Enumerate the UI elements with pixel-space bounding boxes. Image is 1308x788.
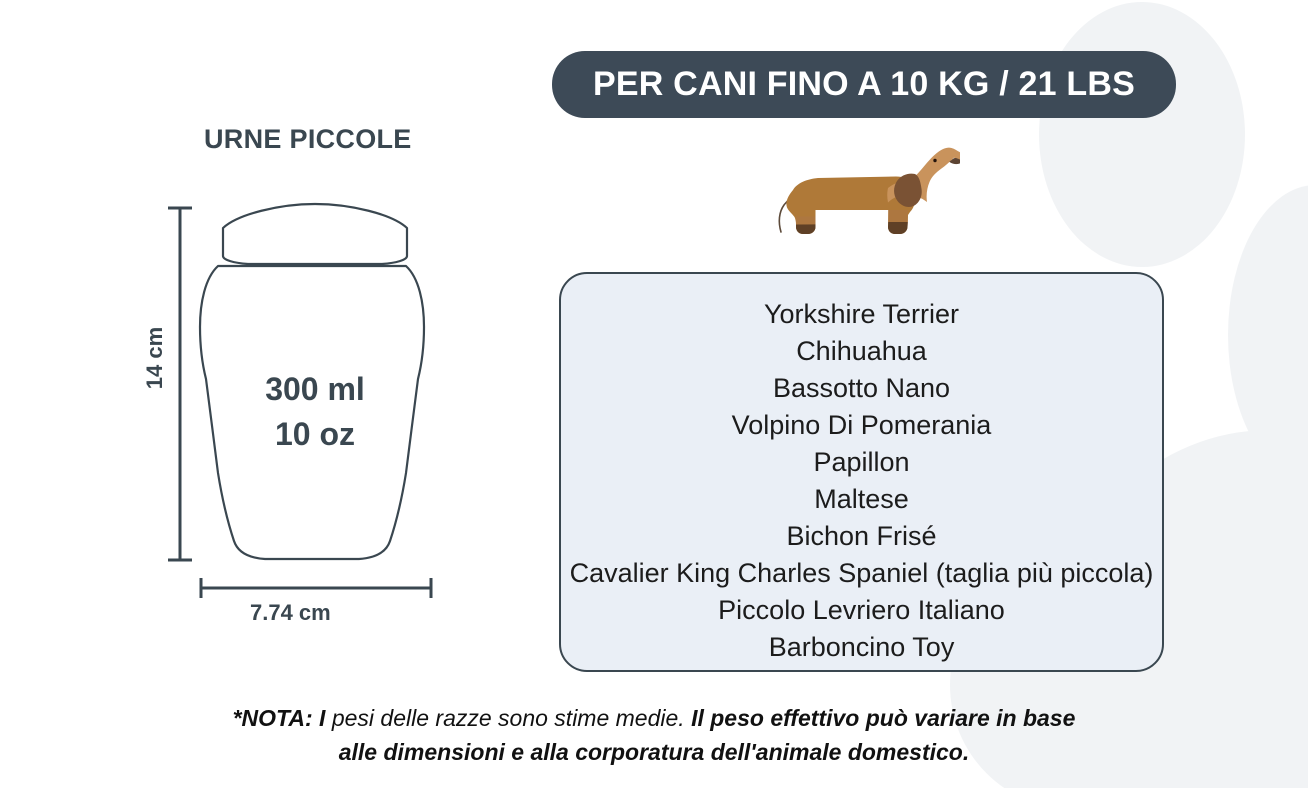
svg-text:300 ml: 300 ml — [265, 371, 365, 407]
svg-text:10 oz: 10 oz — [275, 416, 355, 452]
